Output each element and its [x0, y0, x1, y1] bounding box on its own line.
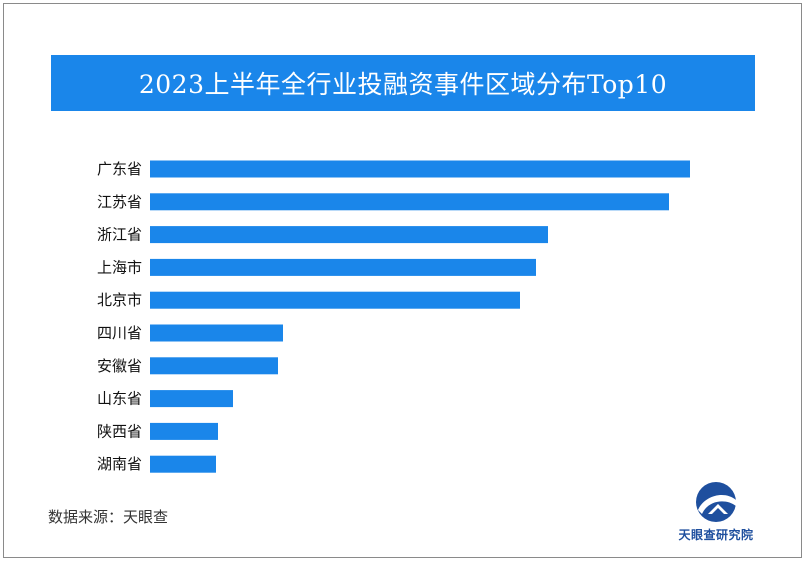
logo-text: 天眼查研究院 [678, 528, 754, 542]
category-label: 湖南省 [97, 455, 142, 473]
logo: 天眼查研究院 [676, 480, 756, 546]
category-label: 山东省 [97, 390, 142, 408]
chart-title-bar: 2023上半年全行业投融资事件区域分布Top10 [51, 55, 755, 111]
bar [150, 291, 520, 309]
category-label: 浙江省 [97, 226, 142, 244]
category-label: 广东省 [97, 160, 142, 178]
data-source: 数据来源：天眼查 [48, 508, 169, 526]
category-label: 四川省 [97, 324, 142, 342]
category-label: 安徽省 [97, 357, 142, 375]
category-label: 江苏省 [97, 193, 142, 211]
bar [150, 422, 218, 440]
category-label: 陕西省 [97, 422, 142, 440]
bar [150, 324, 283, 342]
bar [150, 357, 278, 375]
bar [150, 226, 548, 244]
category-label: 北京市 [97, 291, 142, 309]
bar [150, 160, 690, 178]
category-label: 上海市 [97, 258, 142, 276]
bar [150, 193, 669, 211]
bar [150, 258, 536, 276]
tianyancha-logo-icon [696, 482, 736, 522]
bar [150, 390, 233, 408]
chart-title: 2023上半年全行业投融资事件区域分布Top10 [138, 70, 668, 99]
bar [150, 455, 216, 473]
